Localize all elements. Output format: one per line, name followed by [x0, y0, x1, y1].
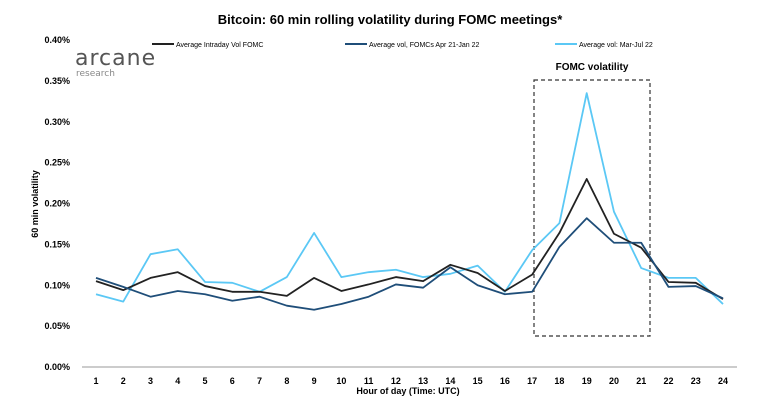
x-axis-label: Hour of day (Time: UTC) [356, 386, 459, 396]
fomc-highlight-box [533, 79, 651, 337]
x-tick-label: 22 [663, 376, 673, 386]
series-line-1 [95, 178, 724, 300]
x-tick-label: 23 [691, 376, 701, 386]
y-tick-label: 0.40% [44, 35, 70, 45]
x-tick-label: 1 [93, 376, 98, 386]
legend-label: Average vol: Mar-Jul 22 [579, 42, 653, 49]
series-line-3 [95, 92, 724, 305]
y-tick-label: 0.15% [44, 239, 70, 249]
y-tick-label: 0.05% [44, 321, 70, 331]
y-tick-label: 0.25% [44, 158, 70, 168]
x-tick-label: 7 [257, 376, 262, 386]
x-tick-label: 5 [203, 376, 208, 386]
x-tick-label: 20 [609, 376, 619, 386]
series-line-2 [95, 217, 724, 311]
chart-title: Bitcoin: 60 min rolling volatility durin… [218, 12, 563, 27]
y-axis-label: 60 min volatility [30, 170, 40, 238]
legend-label: Average Intraday Vol FOMC [176, 42, 263, 49]
logo-text: arcane [75, 46, 156, 71]
logo: arcane research [75, 46, 156, 79]
x-tick-label: 14 [445, 376, 455, 386]
x-tick-label: 16 [500, 376, 510, 386]
x-tick-label: 19 [582, 376, 592, 386]
x-tick-label: 9 [312, 376, 317, 386]
fomc-annotation: FOMC volatility [556, 62, 629, 73]
x-tick-label: 10 [336, 376, 346, 386]
y-tick-label: 0.10% [44, 280, 70, 290]
y-tick-label: 0.35% [44, 76, 70, 86]
legend-label: Average vol, FOMCs Apr 21-Jan 22 [369, 42, 479, 49]
x-tick-label: 15 [473, 376, 483, 386]
x-tick-label: 11 [364, 376, 374, 386]
x-tick-label: 8 [284, 376, 289, 386]
x-tick-label: 18 [554, 376, 564, 386]
x-tick-label: 4 [175, 376, 180, 386]
x-tick-label: 2 [121, 376, 126, 386]
y-tick-label: 0.30% [44, 117, 70, 127]
x-tick-label: 12 [391, 376, 401, 386]
x-tick-label: 24 [718, 376, 728, 386]
logo-subtext: research [76, 69, 115, 79]
x-tick-label: 21 [636, 376, 646, 386]
x-tick-label: 13 [418, 376, 428, 386]
y-tick-label: 0.00% [44, 362, 70, 372]
x-tick-label: 17 [527, 376, 537, 386]
x-tick-label: 3 [148, 376, 153, 386]
y-tick-label: 0.20% [44, 199, 70, 209]
x-tick-label: 6 [230, 376, 235, 386]
